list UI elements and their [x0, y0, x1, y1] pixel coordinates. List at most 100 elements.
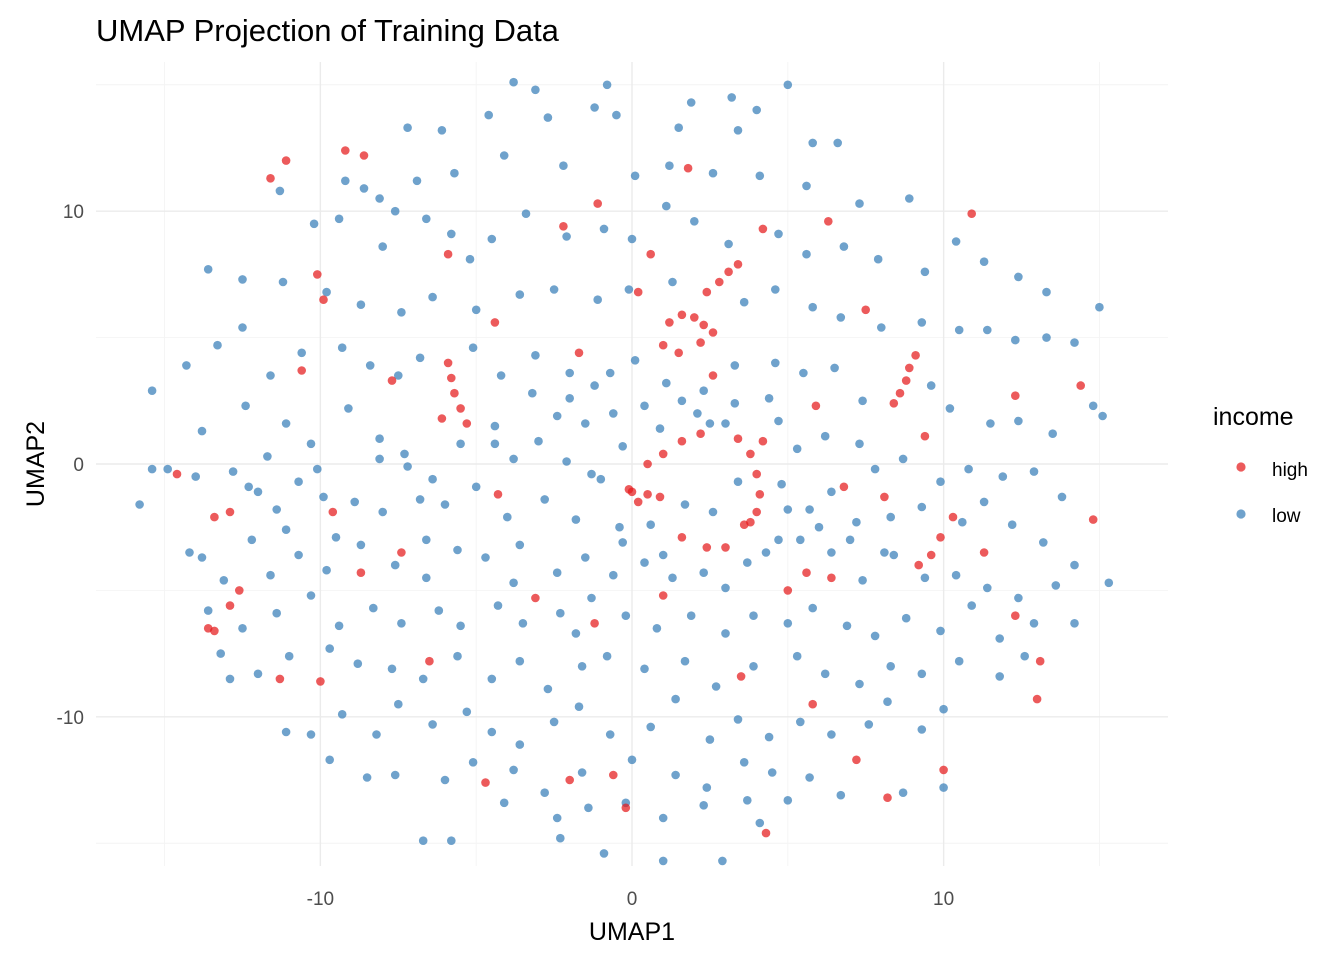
point-low	[674, 123, 683, 132]
point-high	[1011, 611, 1020, 620]
point-low	[609, 570, 618, 580]
y-tick-label: -10	[57, 708, 84, 729]
point-high	[696, 429, 705, 439]
point-high	[447, 373, 456, 383]
point-high	[356, 568, 366, 577]
point-high	[621, 803, 631, 813]
point-high	[802, 568, 811, 577]
point-low	[842, 621, 852, 631]
point-low	[954, 656, 964, 666]
point-low	[808, 302, 817, 312]
point-low	[1042, 287, 1051, 297]
point-low	[509, 77, 518, 87]
point-low	[577, 662, 587, 671]
point-low	[796, 535, 805, 545]
point-low	[490, 421, 500, 431]
point-high	[724, 267, 733, 277]
point-high	[755, 490, 765, 499]
point-low	[515, 740, 525, 749]
point-high	[593, 199, 602, 208]
point-high	[824, 217, 833, 226]
point-low	[705, 735, 715, 744]
point-high	[733, 260, 743, 269]
point-low	[730, 399, 740, 408]
point-low	[951, 570, 961, 580]
point-low	[571, 629, 581, 638]
point-high	[715, 277, 724, 287]
point-low	[926, 381, 936, 390]
point-low	[306, 591, 316, 600]
point-low	[244, 482, 253, 492]
point-low	[253, 669, 263, 679]
point-low	[275, 186, 285, 196]
point-low	[833, 138, 842, 148]
point-high	[437, 414, 447, 423]
point-low	[699, 801, 708, 810]
point-low	[1051, 581, 1061, 590]
point-low	[434, 606, 444, 615]
point-low	[562, 457, 571, 466]
point-low	[272, 505, 282, 514]
point-low	[802, 181, 811, 191]
point-low	[325, 644, 335, 653]
point-low	[356, 300, 366, 310]
point-low	[1070, 560, 1079, 570]
point-high	[559, 222, 568, 231]
point-low	[272, 608, 282, 618]
point-high	[387, 376, 397, 385]
point-low	[147, 464, 157, 474]
point-low	[640, 664, 649, 674]
point-low	[422, 214, 431, 224]
point-high	[827, 573, 836, 583]
point-low	[799, 368, 808, 378]
point-low	[855, 439, 864, 449]
point-high	[889, 399, 899, 408]
point-high	[275, 674, 285, 684]
point-low	[964, 464, 973, 474]
point-low	[487, 727, 497, 737]
point-high	[880, 492, 889, 502]
point-low	[693, 409, 702, 418]
point-low	[880, 548, 889, 557]
point-low	[646, 520, 655, 529]
point-low	[549, 717, 559, 727]
y-axis-title: UMAP2	[22, 421, 50, 507]
point-high	[624, 485, 634, 494]
point-low	[939, 783, 948, 792]
point-high	[939, 765, 948, 775]
point-low	[630, 171, 640, 181]
y-tick-label: 10	[63, 202, 84, 223]
point-low	[836, 313, 846, 322]
legend-key-high	[1236, 462, 1246, 472]
point-low	[403, 123, 412, 132]
point-low	[203, 606, 213, 615]
point-low	[394, 699, 403, 709]
point-low	[378, 242, 388, 251]
point-low	[468, 758, 478, 767]
point-low	[518, 619, 528, 628]
point-low	[185, 548, 194, 557]
point-low	[783, 796, 793, 805]
point-low	[1011, 335, 1020, 345]
point-low	[877, 323, 886, 332]
point-high	[643, 459, 652, 469]
point-low	[462, 707, 472, 717]
point-low	[983, 583, 992, 593]
point-low	[552, 813, 562, 823]
point-low	[605, 368, 615, 378]
point-low	[238, 275, 247, 284]
point-low	[690, 217, 699, 226]
point-low	[605, 730, 615, 739]
point-low	[1014, 593, 1023, 603]
point-low	[182, 361, 191, 370]
point-high	[565, 775, 574, 785]
point-low	[453, 545, 462, 555]
point-low	[836, 790, 846, 800]
axis-ticks: -10 0 10 -10 0 10	[57, 202, 955, 910]
point-low	[471, 482, 481, 492]
point-low	[708, 168, 718, 178]
point-low	[640, 558, 649, 567]
point-low	[739, 758, 749, 767]
point-low	[509, 578, 518, 588]
point-low	[995, 672, 1004, 681]
